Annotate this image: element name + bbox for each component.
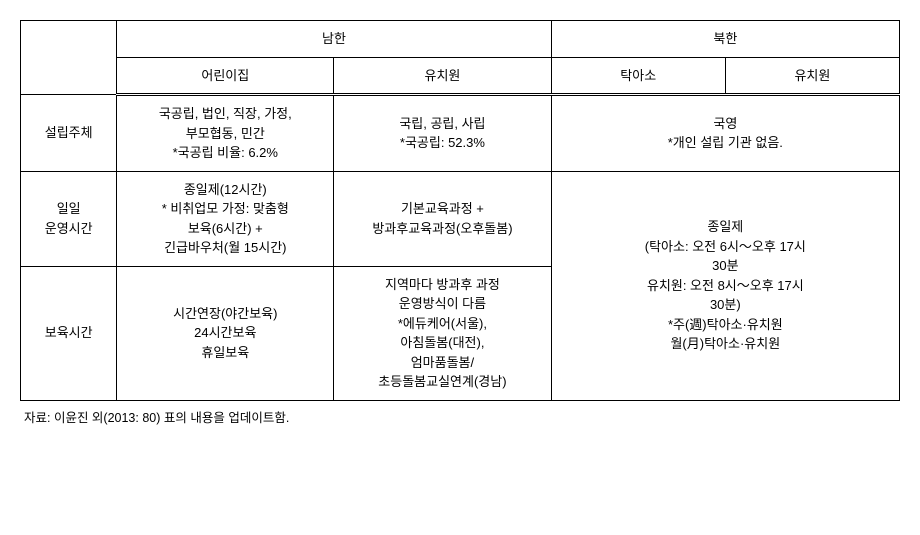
header-north-col2: 유치원 <box>725 57 899 95</box>
header-south-col1: 어린이집 <box>117 57 334 95</box>
header-row-1: 남한 북한 <box>21 21 900 58</box>
header-south-col2: 유치원 <box>334 57 551 95</box>
cell-founder-south2: 국립, 공립, 사립*국공립: 52.3% <box>334 95 551 172</box>
row-daily-hours: 일일운영시간 종일제(12시간)* 비취업모 가정: 맞춤형보육(6시간) +긴… <box>21 171 900 266</box>
header-row-2: 어린이집 유치원 탁아소 유치원 <box>21 57 900 95</box>
empty-header <box>21 21 117 95</box>
row-founder: 설립주체 국공립, 법인, 직장, 가정,부모협동, 민간*국공립 비율: 6.… <box>21 95 900 172</box>
header-north-col1: 탁아소 <box>551 57 725 95</box>
cell-founder-north: 국영*개인 설립 기관 없음. <box>551 95 899 172</box>
cell-founder-south1: 국공립, 법인, 직장, 가정,부모협동, 민간*국공립 비율: 6.2% <box>117 95 334 172</box>
row-label-founder: 설립주체 <box>21 95 117 172</box>
cell-care-hours-south2: 지역마다 방과후 과정운영방식이 다름*에듀케어(서울),아침돌봄(대전),엄마… <box>334 266 551 400</box>
header-south: 남한 <box>117 21 551 58</box>
row-label-daily-hours: 일일운영시간 <box>21 171 117 266</box>
cell-daily-hours-south1: 종일제(12시간)* 비취업모 가정: 맞춤형보육(6시간) +긴급바우처(월 … <box>117 171 334 266</box>
row-label-care-hours: 보육시간 <box>21 266 117 400</box>
cell-hours-north-combined: 종일제(탁아소: 오전 6시～오후 17시30분유치원: 오전 8시～오후 17… <box>551 171 899 400</box>
header-north: 북한 <box>551 21 899 58</box>
source-note: 자료: 이윤진 외(2013: 80) 표의 내용을 업데이트함. <box>20 407 904 426</box>
cell-daily-hours-south2: 기본교육과정 +방과후교육과정(오후돌봄) <box>334 171 551 266</box>
cell-care-hours-south1: 시간연장(야간보육)24시간보육휴일보육 <box>117 266 334 400</box>
comparison-table: 남한 북한 어린이집 유치원 탁아소 유치원 설립주체 국공립, 법인, 직장,… <box>20 20 900 401</box>
